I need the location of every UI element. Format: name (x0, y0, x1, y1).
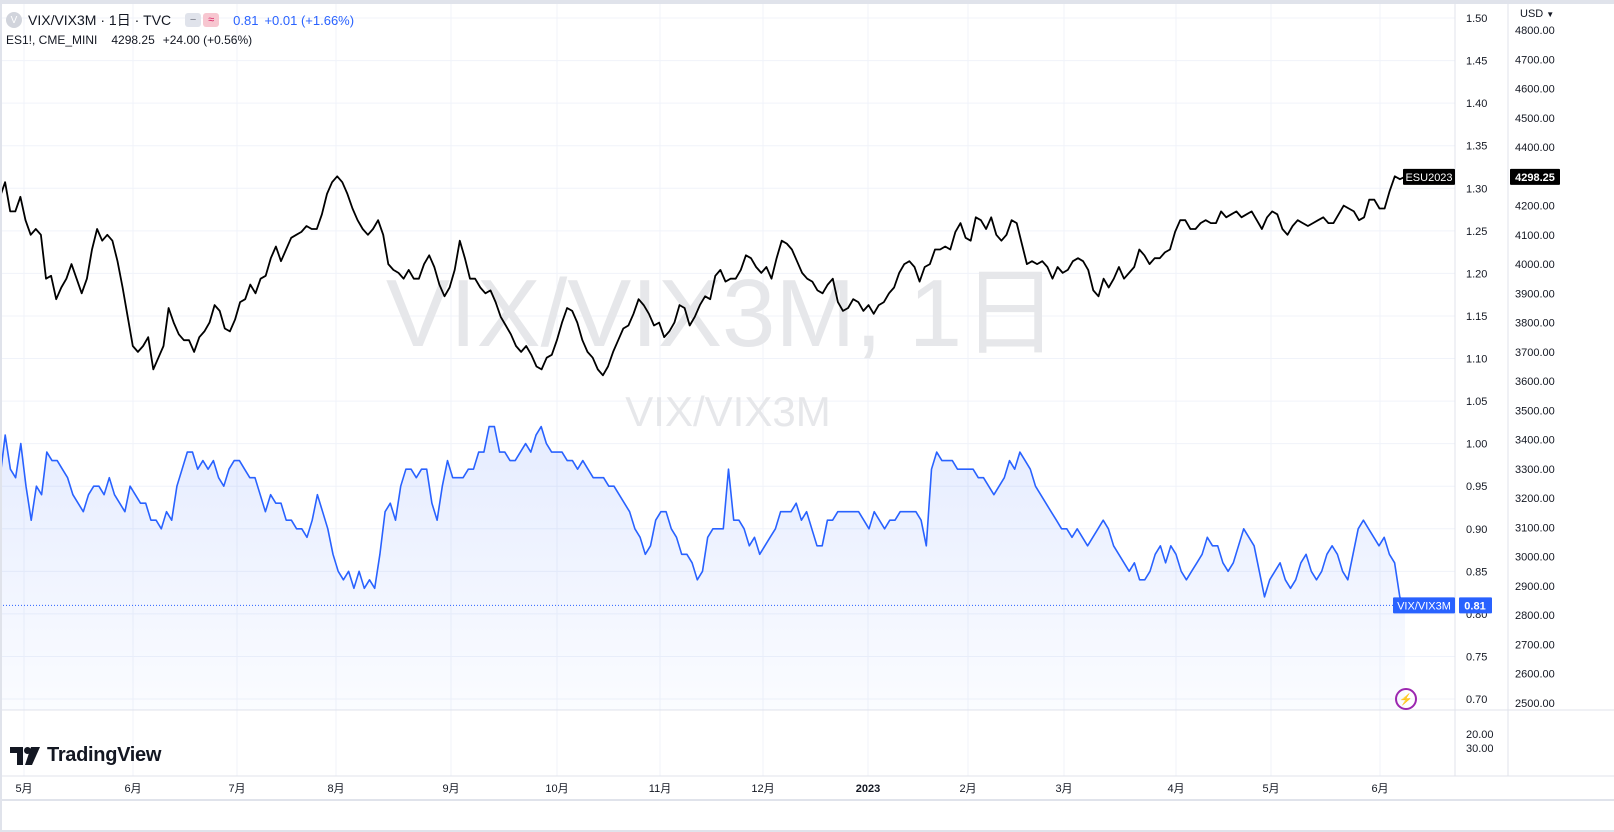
lower-pane-tick: 30.00 (1466, 743, 1494, 755)
vix-ratio-price-tag (1459, 597, 1492, 614)
left-scale-tick: 1.40 (1466, 98, 1487, 110)
vix-ratio-name-tag-text: VIX/VIX3M (1397, 600, 1451, 612)
main-price: 0.81 (233, 12, 259, 28)
time-axis-tick: 5月 (15, 783, 32, 795)
right-scale-tick: 4600.00 (1515, 84, 1555, 96)
eye-slash-icon[interactable]: − (185, 13, 202, 27)
right-scale-tick: 4700.00 (1515, 54, 1555, 66)
right-scale-tick: 2900.00 (1515, 581, 1555, 593)
left-scale-tick: 0.75 (1466, 651, 1487, 663)
right-scale-tick: 2500.00 (1515, 698, 1555, 710)
right-scale-tick: 4000.00 (1515, 259, 1555, 271)
vix-ratio-name-tag (1393, 597, 1455, 614)
right-scale-tick: 3800.00 (1515, 318, 1555, 330)
compare-price: 4298.25 (111, 33, 155, 47)
compare-change: +24.00 (+0.56%) (162, 33, 253, 47)
watermark-title: VIX/VIX3M, 1日 (386, 260, 1058, 367)
main-symbol-title[interactable]: VIX/VIX3M · 1日 · TVC (28, 12, 172, 28)
compare-symbol[interactable]: ES1!, CME_MINI (6, 33, 98, 47)
lower-pane-tick: 20.00 (1466, 729, 1494, 741)
right-scale-tick: 3000.00 (1515, 552, 1555, 564)
right-scale-tick: 3500.00 (1515, 405, 1555, 417)
left-scale-tick: 1.45 (1466, 56, 1487, 68)
right-scale-tick: 3900.00 (1515, 288, 1555, 300)
time-axis-tick: 6月 (124, 783, 141, 795)
watermark-subtitle: VIX/VIX3M (625, 388, 830, 435)
right-scale-tick: 3700.00 (1515, 347, 1555, 359)
time-axis-tick: 2月 (959, 783, 976, 795)
legend-main-row[interactable]: V VIX/VIX3M · 1日 · TVC − ≈ 0.81 +0.01 (+… (6, 10, 354, 30)
time-axis-tick: 5月 (1262, 783, 1279, 795)
time-axis-tick: 12月 (751, 783, 774, 795)
right-scale-tick: 3600.00 (1515, 376, 1555, 388)
left-scale-tick: 1.10 (1466, 354, 1487, 366)
right-scale-tick: 3100.00 (1515, 522, 1555, 534)
currency-selector[interactable]: USD ▼ (1520, 8, 1554, 20)
left-scale-tick: 1.20 (1466, 268, 1487, 280)
time-axis-tick: 2023 (856, 783, 880, 795)
wave-icon[interactable]: ≈ (203, 13, 220, 27)
time-axis-tick: 8月 (327, 783, 344, 795)
right-scale-tick: 2800.00 (1515, 610, 1555, 622)
lightning-icon[interactable]: ⚡ (1395, 688, 1417, 710)
time-axis-tick: 4月 (1167, 783, 1184, 795)
es-price-tag-text: 4298.25 (1515, 172, 1555, 184)
tradingview-logo[interactable]: TradingView (10, 744, 161, 767)
left-scale-tick: 1.50 (1466, 13, 1487, 25)
es-futures-line[interactable] (0, 175, 1406, 377)
time-axis-tick: 7月 (228, 783, 245, 795)
right-scale-tick: 4400.00 (1515, 142, 1555, 154)
left-scale-tick: 1.35 (1466, 141, 1487, 153)
tradingview-logo-icon (10, 746, 40, 765)
es-name-tag (1403, 168, 1455, 185)
left-scale-tick: 0.85 (1466, 566, 1487, 578)
chart-legend: V VIX/VIX3M · 1日 · TVC − ≈ 0.81 +0.01 (+… (6, 10, 354, 50)
main-change: +0.01 (+1.66%) (264, 12, 355, 28)
left-scale-tick: 1.15 (1466, 311, 1487, 323)
right-scale-tick: 4800.00 (1515, 25, 1555, 37)
right-scale-tick: 4500.00 (1515, 113, 1555, 125)
symbol-badge: V (6, 12, 22, 28)
time-axis-tick: 3月 (1055, 783, 1072, 795)
right-scale-tick: 2700.00 (1515, 639, 1555, 651)
right-scale-tick: 3400.00 (1515, 435, 1555, 447)
left-scale-tick: 1.25 (1466, 226, 1487, 238)
time-axis-tick: 11月 (649, 783, 671, 795)
left-scale-tick: 0.90 (1466, 524, 1487, 536)
legend-compare-row[interactable]: ES1!, CME_MINI 4298.25 +24.00 (+0.56%) (6, 30, 354, 50)
vix-ratio-area (0, 426, 1405, 710)
right-scale-tick: 4200.00 (1515, 201, 1555, 213)
chevron-down-icon: ▼ (1546, 10, 1555, 19)
right-scale-tick: 3200.00 (1515, 493, 1555, 505)
es-name-tag-text: ESU2023 (1405, 172, 1452, 184)
time-axis-tick: 9月 (442, 783, 459, 795)
left-scale-tick: 0.95 (1466, 481, 1487, 493)
left-scale-tick: 1.30 (1466, 183, 1487, 195)
right-scale-tick: 2600.00 (1515, 669, 1555, 681)
brand-name: TradingView (47, 744, 162, 766)
right-scale-tick: 4100.00 (1515, 230, 1555, 242)
currency-label: USD (1520, 8, 1544, 20)
left-scale-tick: 0.70 (1466, 694, 1487, 706)
es-price-tag (1510, 168, 1560, 185)
left-scale-tick: 1.00 (1466, 439, 1487, 451)
time-axis-tick: 10月 (545, 783, 568, 795)
right-scale-tick: 3300.00 (1515, 464, 1555, 476)
time-axis-tick: 6月 (1371, 783, 1388, 795)
vix-ratio-line[interactable] (0, 425, 1406, 606)
left-scale-tick: 1.05 (1466, 396, 1487, 408)
vix-ratio-price-tag-text: 0.81 (1464, 600, 1485, 612)
